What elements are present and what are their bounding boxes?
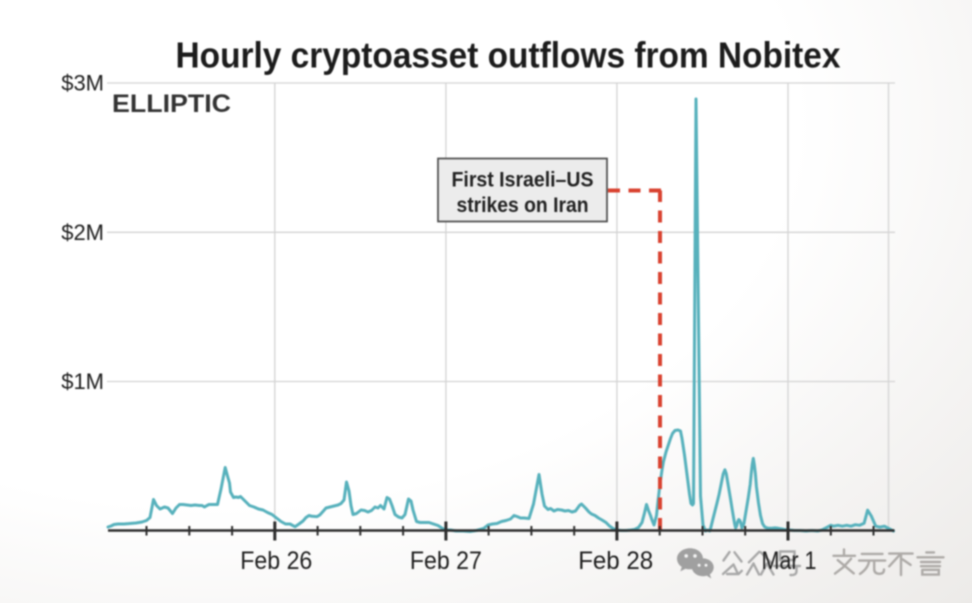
svg-text:Feb 28: Feb 28 (578, 547, 653, 575)
svg-text:Feb 27: Feb 27 (410, 547, 482, 575)
svg-text:Feb 26: Feb 26 (240, 547, 312, 575)
svg-text:strikes on Iran: strikes on Iran (457, 194, 589, 217)
svg-text:ELLIPTIC: ELLIPTIC (112, 90, 231, 118)
svg-text:$3M: $3M (61, 71, 104, 96)
svg-text:Mar 1: Mar 1 (762, 547, 817, 575)
svg-text:Hourly cryptoasset outflows fr: Hourly cryptoasset outflows from Nobitex (176, 35, 841, 76)
svg-text:First Israeli–US: First Israeli–US (452, 169, 594, 192)
svg-text:$2M: $2M (61, 220, 104, 245)
svg-text:$1M: $1M (61, 369, 104, 394)
